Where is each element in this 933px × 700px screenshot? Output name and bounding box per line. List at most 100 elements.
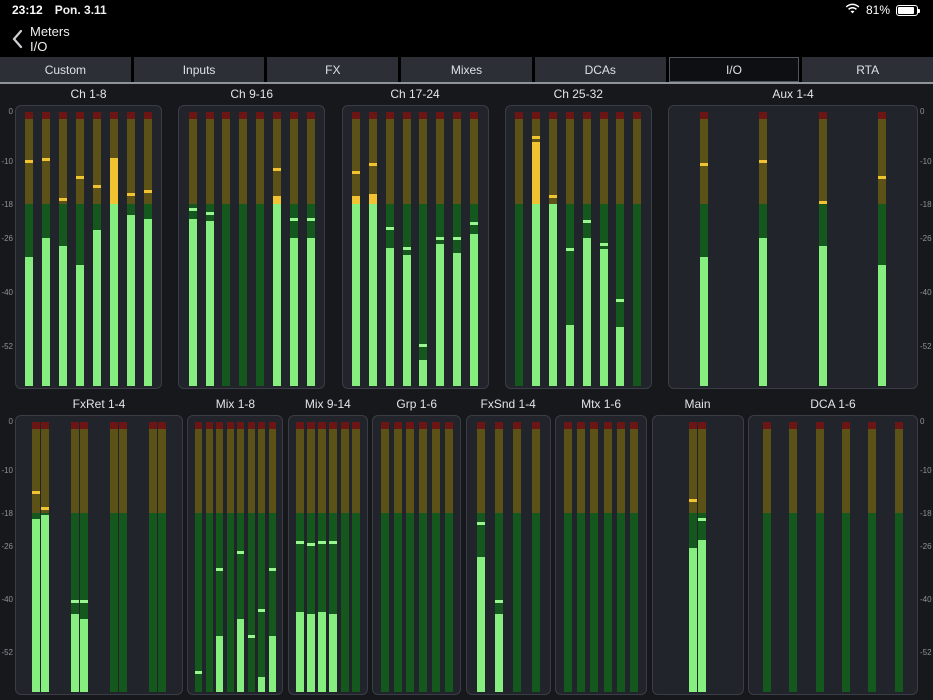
level-fill-green — [532, 204, 540, 386]
green-zone — [248, 513, 255, 692]
tab-custom[interactable]: Custom — [0, 57, 131, 82]
meter-ch25-32-5 — [583, 112, 591, 386]
db-scale-left: 0-10-18-26-40-52 — [1, 422, 15, 695]
level-fill-green — [759, 238, 767, 386]
green-zone — [577, 513, 585, 692]
meter-panel-aux1-4 — [668, 105, 918, 389]
peak-indicator — [352, 171, 360, 174]
meter-grp1-6-1 — [381, 422, 389, 692]
meter-ch17-24-5 — [419, 112, 427, 386]
green-zone — [381, 513, 389, 692]
yellow-zone — [878, 119, 886, 204]
meters-aux1-4 — [674, 112, 912, 386]
level-fill-green — [369, 204, 377, 386]
meter-mix1-8-6 — [248, 422, 255, 692]
level-fill-green — [296, 612, 304, 692]
tab-inputs[interactable]: Inputs — [134, 57, 265, 82]
yellow-zone — [549, 119, 557, 204]
tab-fx[interactable]: FX — [267, 57, 398, 82]
meter-fxret1-4-6 — [119, 422, 127, 692]
clip-zone — [394, 422, 402, 429]
clip-zone — [453, 112, 461, 119]
meter-mix1-8-8 — [269, 422, 276, 692]
level-fill-green — [25, 257, 33, 386]
clip-zone — [352, 422, 360, 429]
meter-panel-mtx1-6 — [555, 415, 647, 695]
meter-ch25-32-4 — [566, 112, 574, 386]
meter-group-main: Main — [652, 397, 744, 695]
meter-grp1-6-5 — [432, 422, 440, 692]
back-button[interactable] — [8, 25, 26, 53]
yellow-zone — [453, 119, 461, 204]
level-fill-green — [329, 614, 337, 692]
tab-dcas[interactable]: DCAs — [535, 57, 666, 82]
level-fill-green — [237, 619, 244, 692]
scale-tick: -52 — [1, 342, 13, 351]
green-zone — [158, 513, 166, 692]
peak-indicator — [80, 600, 88, 603]
peak-indicator — [216, 568, 223, 571]
meter-groups-bottom: FxRet 1-4Mix 1-8Mix 9-14Grp 1-6FxSnd 1-4… — [15, 397, 918, 695]
green-zone — [868, 513, 876, 692]
yellow-zone — [189, 119, 197, 204]
green-zone — [532, 513, 540, 692]
level-fill-green — [80, 619, 88, 692]
peak-indicator — [419, 344, 427, 347]
clip-zone — [76, 112, 84, 119]
status-date: Pon. 3.11 — [55, 3, 107, 17]
peak-indicator — [470, 222, 478, 225]
tab-mixes[interactable]: Mixes — [401, 57, 532, 82]
meter-dca1-6-6 — [895, 422, 903, 692]
green-zone — [110, 513, 118, 692]
level-fill-green — [189, 219, 197, 386]
yellow-zone — [403, 119, 411, 204]
peak-indicator — [759, 160, 767, 163]
peak-indicator — [600, 243, 608, 246]
meter-row-bottom: 0-10-18-26-40-52 FxRet 1-4Mix 1-8Mix 9-1… — [0, 397, 933, 695]
meter-fxret1-4-2 — [41, 422, 49, 692]
tab-i-o[interactable]: I/O — [669, 57, 800, 82]
clip-zone — [689, 422, 697, 429]
green-zone — [352, 513, 360, 692]
yellow-zone — [600, 119, 608, 204]
meter-ch1-8-5 — [93, 112, 101, 386]
group-label: DCA 1-6 — [748, 397, 918, 413]
meter-fxsnd1-4-4 — [532, 422, 540, 692]
status-bar: 23:12 Pon. 3.11 81% — [0, 0, 933, 20]
group-label: Ch 25-32 — [505, 87, 652, 103]
clip-zone — [868, 422, 876, 429]
clip-zone — [216, 422, 223, 429]
green-zone — [895, 513, 903, 692]
peak-indicator — [549, 195, 557, 198]
meter-group-mtx1-6: Mtx 1-6 — [555, 397, 647, 695]
peak-indicator — [689, 499, 697, 502]
peak-indicator — [369, 163, 377, 166]
clip-zone — [256, 112, 264, 119]
meter-mix1-8-1 — [195, 422, 202, 692]
clip-zone — [71, 422, 79, 429]
peak-indicator — [495, 600, 503, 603]
yellow-zone — [76, 119, 84, 204]
peak-indicator — [41, 507, 49, 510]
clip-zone — [445, 422, 453, 429]
peak-indicator — [583, 220, 591, 223]
clip-zone — [419, 112, 427, 119]
scale-tick: -26 — [920, 542, 932, 551]
meters-main — [658, 422, 738, 692]
meter-group-ch25-32: Ch 25-32 — [505, 87, 652, 389]
meter-grp1-6-2 — [394, 422, 402, 692]
green-zone — [604, 513, 612, 692]
yellow-zone — [110, 429, 118, 513]
group-label: Ch 1-8 — [15, 87, 162, 103]
scale-tick: -26 — [920, 234, 932, 243]
tab-rta[interactable]: RTA — [802, 57, 933, 82]
level-fill-green — [273, 204, 281, 386]
green-zone — [239, 204, 247, 386]
meter-main-2 — [698, 422, 706, 692]
green-zone — [149, 513, 157, 692]
yellow-zone — [273, 119, 281, 204]
yellow-zone — [329, 429, 337, 513]
yellow-zone — [71, 429, 79, 513]
level-fill-green — [42, 238, 50, 386]
peak-indicator — [700, 163, 708, 166]
